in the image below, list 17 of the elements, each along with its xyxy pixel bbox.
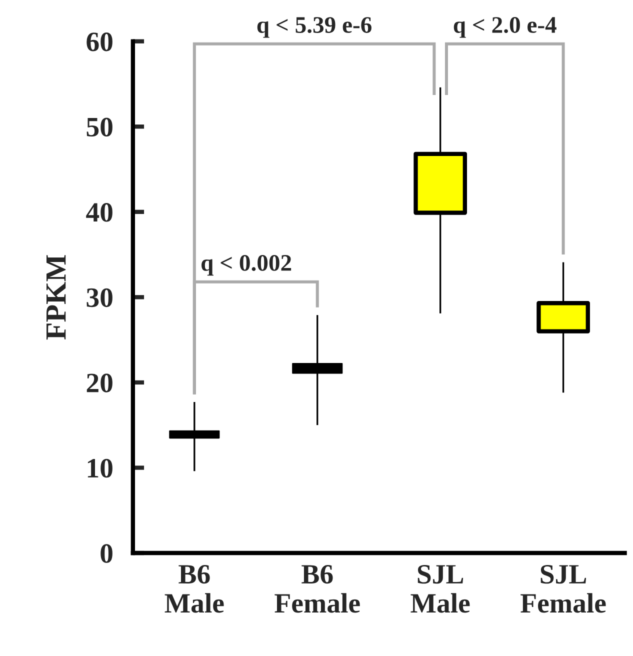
text: q < 5.39 e-6 — [257, 17, 372, 38]
annotation: q < 0.002 — [202, 254, 292, 276]
x-tick-label: B6 Male — [164, 565, 224, 613]
y-axis-title: FPKM — [46, 255, 66, 340]
y-tick-label: 10 — [88, 458, 112, 478]
y-tick-label: 30 — [86, 288, 112, 308]
y-tick-label: 40 — [86, 203, 112, 222]
y-tick-label: 0 — [100, 544, 112, 563]
y-tick-label: 50 — [86, 118, 112, 137]
x-tick-label: SJL Male — [410, 565, 470, 613]
candlestick — [292, 314, 343, 426]
x-tick-label: B6 Female — [274, 565, 360, 613]
y-tick-label: 20 — [86, 374, 112, 392]
y-tick-label: 60 — [86, 32, 112, 52]
x-tick-label: SJL Female — [520, 565, 606, 613]
text: q < 2.0 e-4 — [454, 17, 556, 38]
candlestick — [169, 401, 220, 472]
